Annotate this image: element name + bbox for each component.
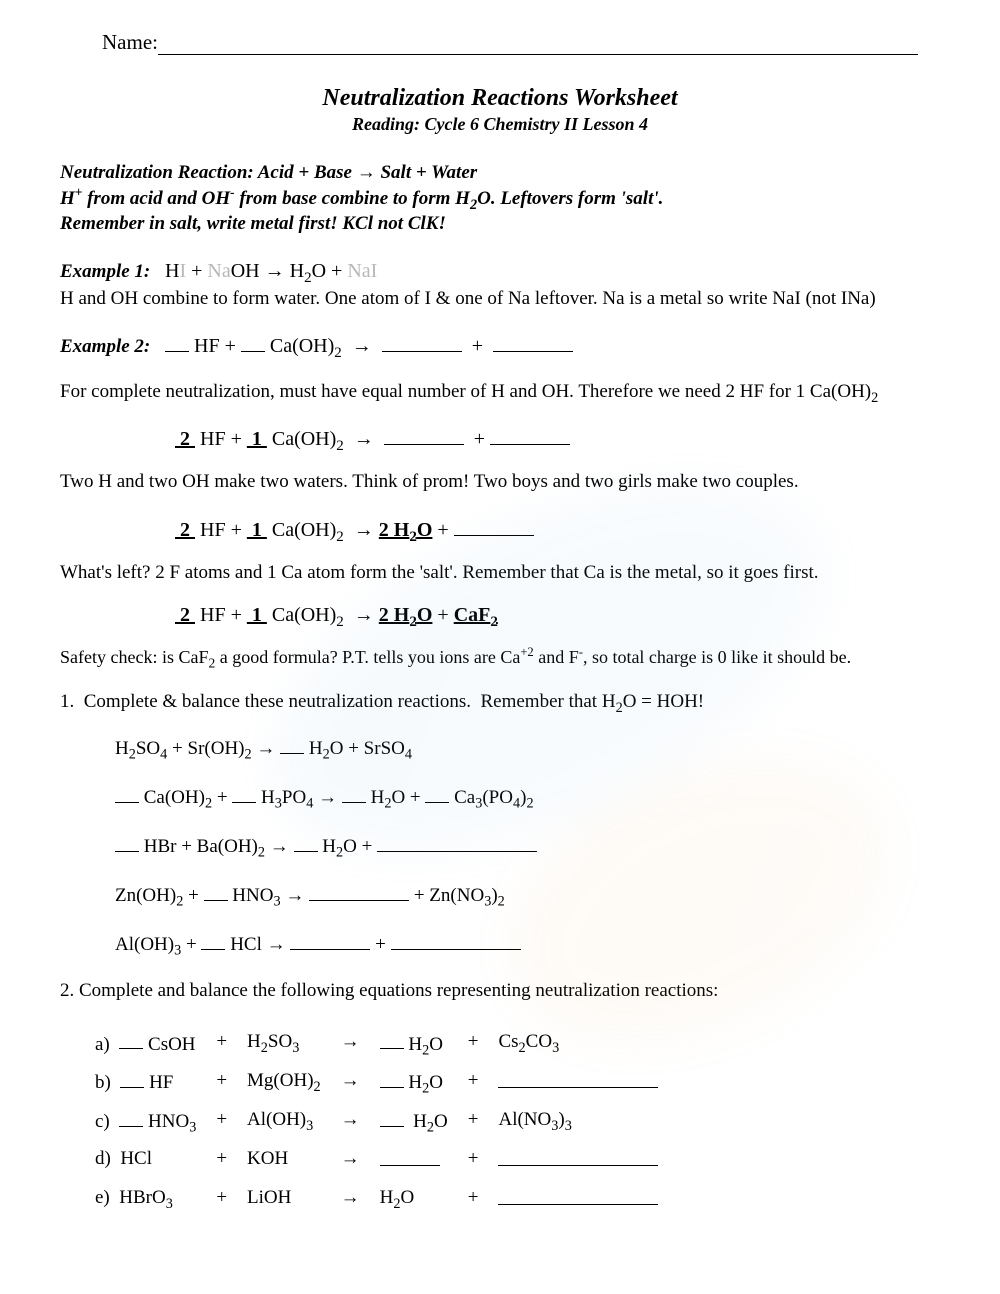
q2-row-c: c) HNO3+Al(OH)3→ H2O+Al(NO3)3 <box>85 1100 668 1139</box>
example2-equation-2: 2 HF + 1 Ca(OH)2 → + <box>175 423 940 451</box>
q2-row-d: d) HCl+KOH→+ <box>85 1139 668 1178</box>
example1-explain: H and OH combine to form water. One atom… <box>60 288 876 309</box>
intro-line3: Remember in salt, write metal first! KCl… <box>60 213 446 234</box>
q1-eq4: Zn(OH)2 + HNO3 → + Zn(NO3)2 <box>115 880 940 907</box>
example2-note2: Two H and two OH make two waters. Think … <box>60 469 940 496</box>
example2-equation-4: 2 HF + 1 Ca(OH)2 → 2 H2O + CaF2 <box>175 604 940 627</box>
intro-block: Neutralization Reaction: Acid + Base → S… <box>60 160 940 237</box>
q2-table: a) CsOH+H2SO3→ H2O+Cs2CO3 b) HF+Mg(OH)2→… <box>85 1023 668 1218</box>
q1-prompt: 1. Complete & balance these neutralizati… <box>60 689 940 716</box>
example2-equation-1: HF + Ca(OH)2 → + <box>155 335 573 357</box>
example1-equation: HI + NaOH → H2O + NaI <box>155 260 377 282</box>
example1-label: Example 1: <box>60 261 150 282</box>
name-underline <box>158 54 918 55</box>
intro-line2: H+ from acid and OH- from base combine t… <box>60 188 663 209</box>
worksheet-subtitle: Reading: Cycle 6 Chemistry II Lesson 4 <box>60 114 940 135</box>
worksheet-page: Name: Neutralization Reactions Worksheet… <box>0 0 1000 1294</box>
q2-prompt: 2. Complete and balance the following eq… <box>60 978 940 1005</box>
q1-eq3: HBr + Ba(OH)2 → H2O + <box>115 831 940 858</box>
example2-note3: What's left? 2 F atoms and 1 Ca atom for… <box>60 560 940 587</box>
safety-check: Safety check: is CaF2 a good formula? P.… <box>60 645 940 670</box>
worksheet-title: Neutralization Reactions Worksheet <box>60 85 940 112</box>
q1-eq1: H2SO4 + Sr(OH)2 → H2O + SrSO4 <box>115 733 940 760</box>
name-field: Name: <box>102 30 940 55</box>
q1-eq2: Ca(OH)2 + H3PO4 → H2O + Ca3(PO4)2 <box>115 782 940 809</box>
q2-row-a: a) CsOH+H2SO3→ H2O+Cs2CO3 <box>85 1023 668 1062</box>
example1: Example 1: HI + NaOH → H2O + NaI H and O… <box>60 257 940 312</box>
q2-row-b: b) HF+Mg(OH)2→ H2O+ <box>85 1061 668 1100</box>
example2-label: Example 2: <box>60 336 150 357</box>
example2-line1: Example 2: HF + Ca(OH)2 → + <box>60 330 940 361</box>
example2-note1: For complete neutralization, must have e… <box>60 379 940 406</box>
name-label: Name: <box>102 30 158 54</box>
intro-line1: Neutralization Reaction: Acid + Base → S… <box>60 162 477 183</box>
example2-equation-3: 2 HF + 1 Ca(OH)2 → 2 H2O + <box>175 514 940 542</box>
q2-row-e: e) HBrO3+LiOH→H2O+ <box>85 1178 668 1217</box>
q1-eq5: Al(OH)3 + HCl → + <box>115 929 940 956</box>
